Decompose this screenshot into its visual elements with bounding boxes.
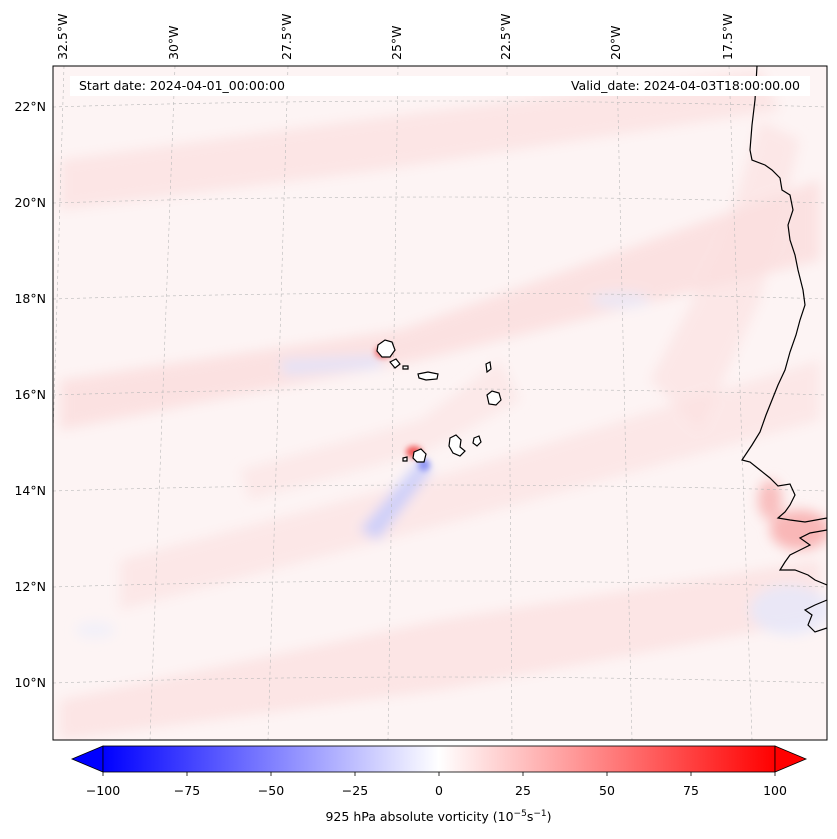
lat-label-14n: 14°N [14,483,46,498]
colorbar-tick-label: 100 [763,783,787,798]
colorbar-tick-label: 0 [435,783,443,798]
colorbar-label: 925 hPa absolute vorticity (10−5s−1) [0,809,837,824]
lon-label-27-5w: 27.5°W [279,13,294,60]
colorbar-extend-min [70,745,104,773]
lon-label-32-5w: 32.5°W [55,13,70,60]
lat-label-12n: 12°N [14,579,46,594]
colorbar-tick-label: −75 [173,783,201,798]
valid-date-label: Valid_date: 2024-04-03T18:00:00.00 [570,78,800,93]
vorticity-field [60,70,827,740]
cape-verde-islands [376,339,502,463]
colorbar-tick-label: 75 [683,783,699,798]
colorbar-label-exponent: −5 [513,809,527,819]
colorbar-bar [102,745,776,773]
start-date-label: Start date: 2024-04-01_00:00:00 [79,78,285,93]
map-panel [53,66,827,740]
gridlines [53,66,827,740]
lon-label-25w: 25°W [389,25,404,60]
lon-label-20w: 20°W [608,25,623,60]
lat-label-20n: 20°N [14,195,46,210]
colorbar-tick-label: 25 [515,783,531,798]
colorbar-label-exponent: −1 [533,809,547,819]
colorbar-label-suffix: ) [546,809,552,825]
lat-label-10n: 10°N [14,675,46,690]
lat-label-16n: 16°N [14,387,46,402]
lat-label-18n: 18°N [14,291,46,306]
colorbar-tick-label: −25 [341,783,369,798]
colorbar-tick-label: −50 [257,783,285,798]
info-box [70,76,810,96]
map-frame [52,65,828,741]
lat-label-22n: 22°N [14,99,46,114]
colorbar-label-prefix: 925 hPa absolute vorticity (10 [325,809,514,825]
lon-label-22-5w: 22.5°W [498,13,513,60]
colorbar-extend-max [774,745,808,773]
colorbar-ticks [102,772,776,776]
lon-label-30w: 30°W [166,25,181,60]
colorbar [70,745,808,776]
colorbar-tick-label: −100 [85,783,121,798]
colorbar-tick-label: 50 [599,783,615,798]
west-africa-coastline [741,66,827,633]
colorbar-label-unit: s [526,809,534,825]
lon-label-17-5w: 17.5°W [720,13,735,60]
